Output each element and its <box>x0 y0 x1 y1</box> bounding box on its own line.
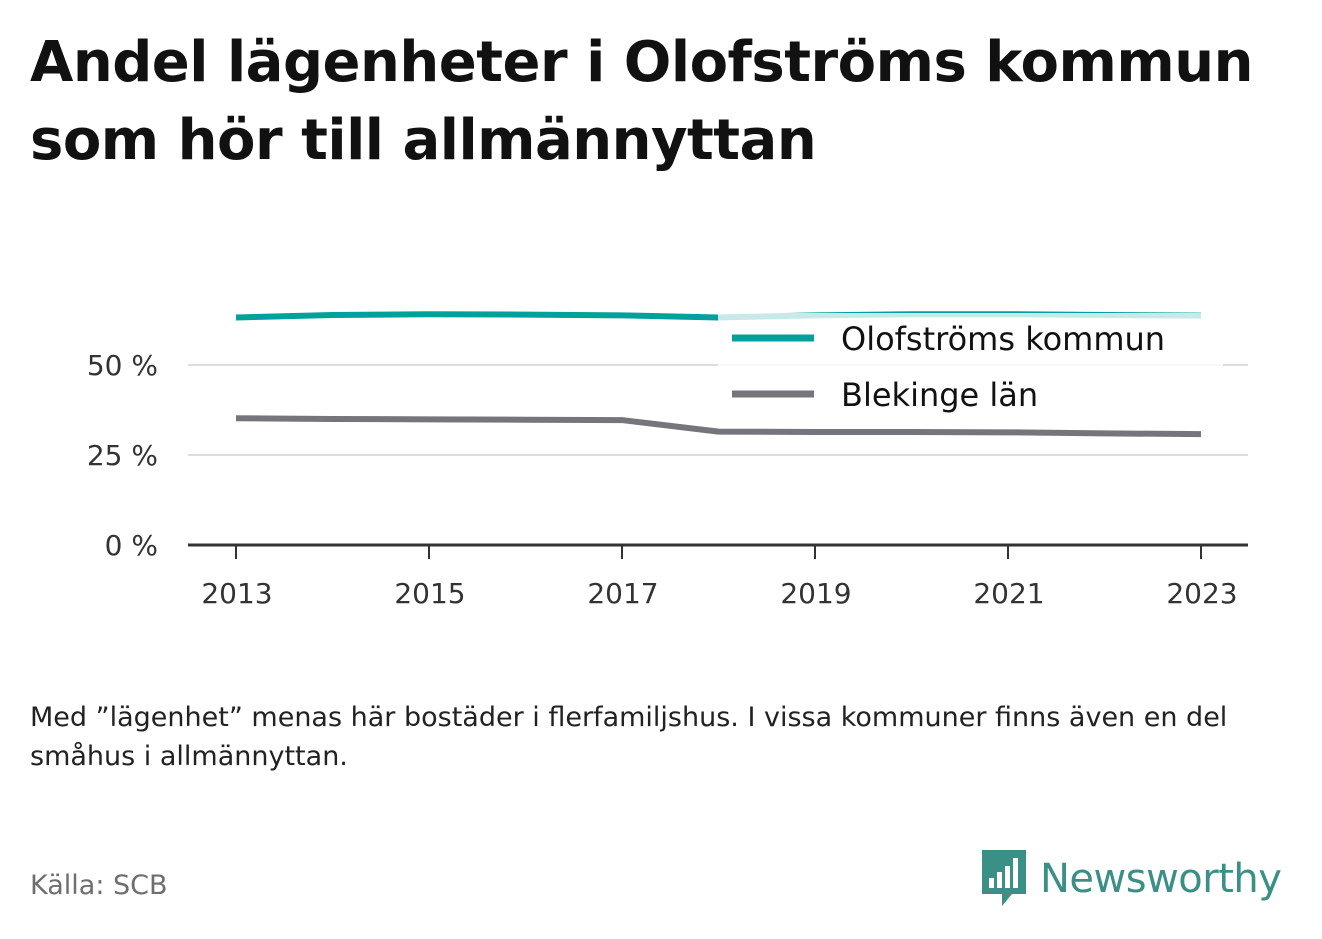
y-tick-label: 0 % <box>105 529 158 562</box>
series-line-2 <box>235 415 1202 438</box>
newsworthy-logo-icon <box>982 850 1026 906</box>
newsworthy-logo: Newsworthy <box>980 848 1282 910</box>
x-tick-label: 2015 <box>394 577 465 610</box>
y-tick-label: 25 % <box>87 439 158 472</box>
legend-box <box>718 313 1223 425</box>
chart-title: Andel lägenheter i Olofströms kommun som… <box>30 30 1253 173</box>
x-tick-label: 2013 <box>201 577 272 610</box>
line-chart: 0 % 25 % 50 % 2013 2015 2017 2019 2021 2023 Olofs… <box>87 311 1248 610</box>
y-tick-label: 50 % <box>87 349 158 382</box>
x-tick-label: 2017 <box>587 577 658 610</box>
chart-note: Med ”lägenhet” menas här bostäder i fler… <box>30 702 1228 772</box>
source-label: Källa: SCB <box>30 870 168 901</box>
x-tick-label: 2019 <box>780 577 851 610</box>
x-tick-label: 2023 <box>1166 577 1237 610</box>
legend-label: Blekinge län <box>841 376 1038 414</box>
brand-name: Newsworthy <box>1040 856 1282 902</box>
x-tick-label: 2021 <box>973 577 1044 610</box>
legend-label: Olofströms kommun <box>841 320 1165 358</box>
